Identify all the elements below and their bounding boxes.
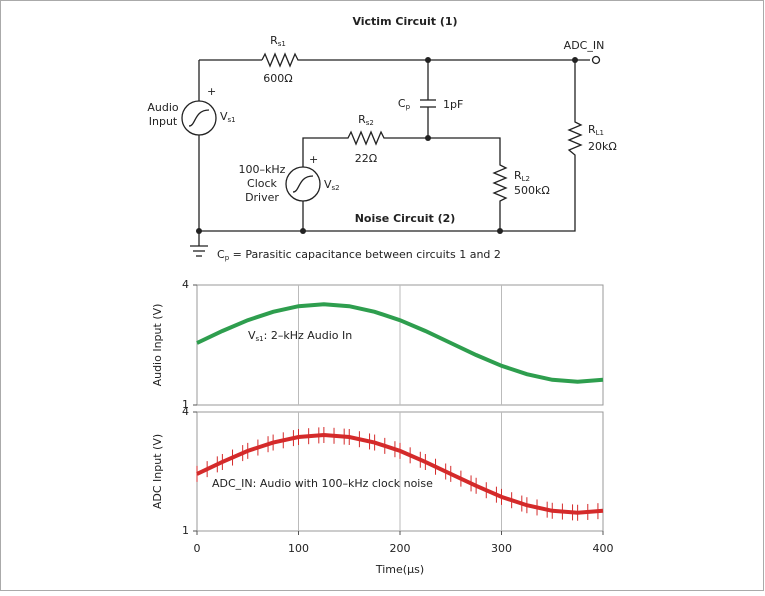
base: V	[248, 329, 256, 342]
caption: Cp = Parasitic capacitance between circu…	[217, 248, 501, 262]
y-tick-label: 1	[182, 398, 189, 411]
vs2-name: Vs2	[324, 178, 340, 192]
base: R	[588, 123, 596, 136]
circuit-wires	[181, 52, 601, 257]
y-axis-label: Audio Input (V)	[151, 304, 164, 387]
sub: s1	[228, 116, 236, 124]
vs2-polarity: +	[309, 153, 318, 166]
x-axis-label: Time(μs)	[375, 563, 424, 576]
x-tick-label: 300	[491, 542, 512, 555]
sub: s1	[256, 335, 264, 343]
rs2-name: Rs2	[358, 113, 374, 127]
base: C	[398, 97, 406, 110]
vs1-name: Vs1	[220, 110, 236, 124]
cp-name: Cp	[398, 97, 411, 111]
line	[196, 302, 604, 384]
sub: p	[225, 254, 230, 262]
y-axis-label: ADC Input (V)	[151, 434, 164, 509]
sub: L2	[522, 175, 530, 183]
sub: s2	[366, 119, 374, 127]
y-tick-label: 4	[182, 405, 189, 418]
sub: p	[406, 103, 411, 111]
y-tick-label: 4	[182, 278, 189, 291]
vs2-label: Driver	[245, 191, 279, 204]
victim-title: Victim Circuit (1)	[352, 15, 457, 28]
rs1-value: 600Ω	[263, 72, 292, 85]
base: R	[358, 113, 366, 126]
rl2-name: RL2	[514, 169, 530, 183]
base: V	[324, 178, 332, 191]
vs1-label: Audio	[147, 101, 179, 114]
sub: L1	[596, 129, 604, 137]
vs1-polarity: +	[207, 85, 216, 98]
text: : 2–kHz Audio In	[264, 329, 353, 342]
x-tick-label: 400	[593, 542, 614, 555]
x-tick-label: 200	[390, 542, 411, 555]
rl2-value: 500kΩ	[514, 184, 550, 197]
x-tick-label: 100	[288, 542, 309, 555]
base: R	[514, 169, 522, 182]
vs2-label: Clock	[247, 177, 278, 190]
x-tick-label: 0	[194, 542, 201, 555]
noise-title: Noise Circuit (2)	[355, 212, 456, 225]
rl1-value: 20kΩ	[588, 140, 617, 153]
base: C	[217, 248, 225, 261]
vs1-label: Input	[149, 115, 178, 128]
rl1-name: RL1	[588, 123, 604, 137]
cp-value: 1pF	[443, 98, 463, 111]
y-tick-label: 1	[182, 524, 189, 537]
sub: s1	[278, 40, 286, 48]
rs2-value: 22Ω	[355, 152, 377, 165]
rs1-name: Rs1	[270, 34, 286, 48]
base: R	[270, 34, 278, 47]
adc-label: ADC_IN	[564, 39, 605, 52]
annotation: ADC_IN: Audio with 100–kHz clock noise	[212, 477, 433, 490]
text: = Parasitic capacitance between circuits…	[229, 248, 501, 261]
base: V	[220, 110, 228, 123]
sub: s2	[332, 184, 340, 192]
line	[196, 433, 604, 515]
annotation: Vs1: 2–kHz Audio In	[248, 329, 352, 343]
vs2-label: 100–kHz	[239, 163, 286, 176]
text: ADC_IN: Audio with 100–kHz clock noise	[212, 477, 433, 490]
